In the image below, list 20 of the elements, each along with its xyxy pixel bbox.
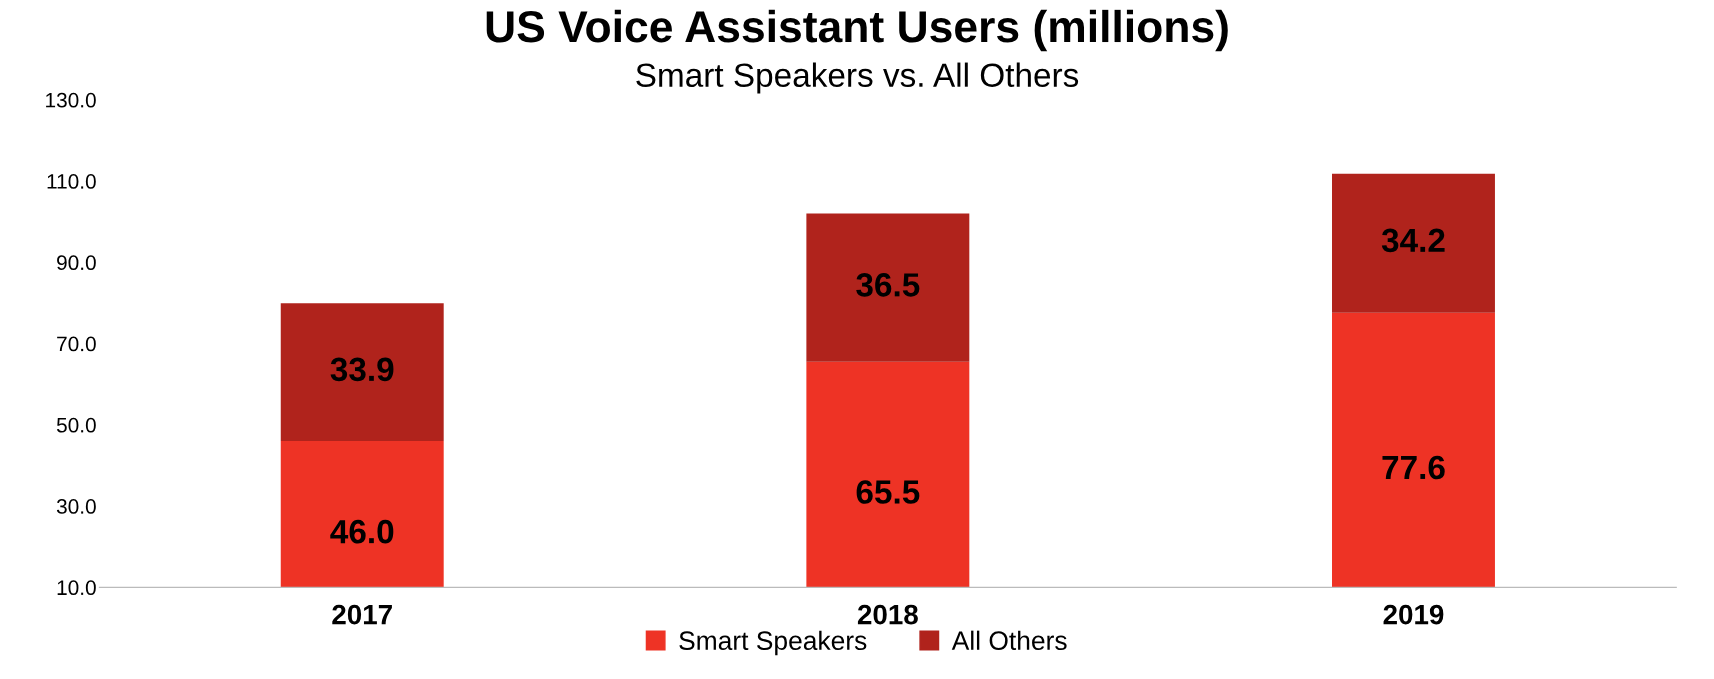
x-tick-label: 2019: [1383, 604, 1444, 625]
x-tick-label: 2017: [332, 604, 392, 625]
data-label: 77.6: [1382, 455, 1445, 480]
y-tick-label: 50.0: [56, 417, 96, 433]
chart-title: US Voice Assistant Users (millions): [486, 9, 1228, 52]
y-tick-label: 130.0: [46, 92, 96, 108]
chart-subtitle: Smart Speakers vs. All Others: [636, 62, 1079, 94]
y-tick-label: 90.0: [57, 255, 96, 271]
data-label: 65.5: [856, 480, 920, 504]
y-tick-label: 30.0: [56, 499, 96, 514]
y-tick-label: 70.0: [57, 336, 96, 352]
data-label: 34.2: [1381, 228, 1445, 253]
y-tick-label: 10.0: [57, 580, 96, 596]
data-label: 36.5: [856, 273, 920, 297]
data-label: 33.9: [330, 357, 394, 382]
data-label: 46.0: [330, 519, 394, 544]
y-tick-label: 110.0: [47, 174, 96, 189]
legend-label: Smart Speakers: [679, 630, 867, 656]
x-tick-label: 2018: [857, 604, 918, 625]
legend-label: All Others: [951, 630, 1067, 651]
